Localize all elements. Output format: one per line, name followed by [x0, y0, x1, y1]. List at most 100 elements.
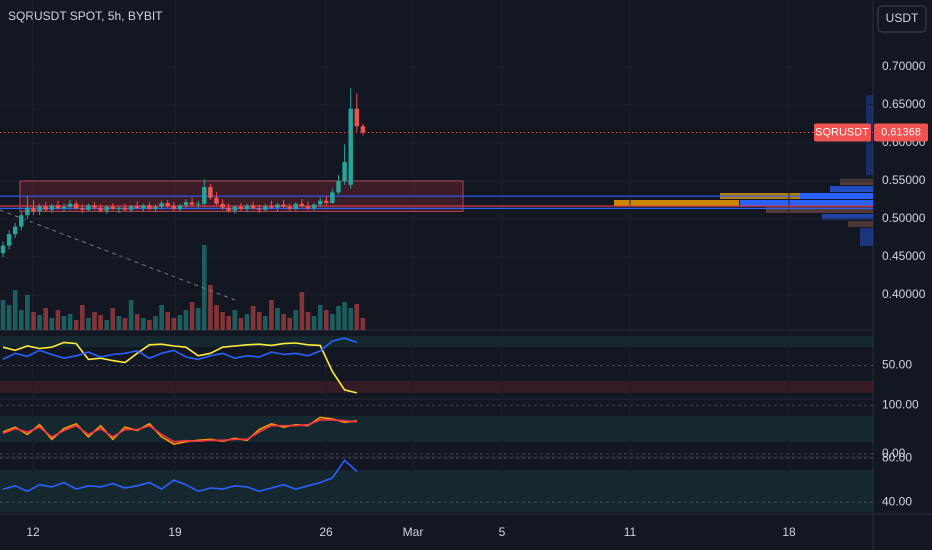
- candle-body: [37, 206, 42, 212]
- candle-body: [110, 206, 115, 210]
- volume-bar: [134, 314, 140, 330]
- candle-body: [116, 207, 122, 210]
- x-tick-label: 26: [319, 525, 333, 539]
- candle-body: [244, 205, 250, 210]
- candle-body: [336, 180, 341, 193]
- volume-bar: [275, 308, 280, 330]
- volume-bar: [0, 300, 6, 330]
- volume-bar: [55, 310, 61, 330]
- candle-body: [55, 205, 61, 209]
- band: [0, 470, 873, 512]
- candle-body: [43, 206, 48, 210]
- candle-body: [305, 206, 311, 209]
- volume-bar: [336, 306, 341, 330]
- candle-body: [147, 205, 152, 210]
- x-tick-label: 19: [168, 525, 182, 539]
- indicator-line: [2, 419, 357, 443]
- candle-body: [67, 203, 73, 207]
- indicator-line: [2, 337, 358, 361]
- candle-body: [360, 126, 366, 133]
- candle-body: [220, 203, 225, 208]
- volume-bar: [49, 318, 55, 330]
- volume-bar: [250, 306, 256, 330]
- volume-bar: [37, 315, 42, 330]
- candle-body: [171, 206, 176, 210]
- volume-bar: [189, 302, 195, 330]
- volume-bar: [195, 308, 201, 330]
- volume-bar: [263, 316, 268, 330]
- candle-body: [311, 204, 317, 209]
- candle-body: [13, 226, 18, 235]
- candle-body: [238, 206, 244, 210]
- candle-body: [141, 205, 146, 209]
- volume-bar: [311, 316, 317, 330]
- volume-bar: [61, 316, 67, 330]
- volume-bar: [6, 305, 12, 330]
- band: [0, 336, 873, 347]
- volume-bar: [348, 308, 353, 330]
- volume-bar: [330, 314, 335, 330]
- volume-bar: [256, 312, 262, 330]
- currency-button[interactable]: [877, 5, 927, 33]
- candle-body: [232, 206, 237, 211]
- last-price-label: 0.61368: [881, 126, 921, 138]
- symbol-tag: SQRUSDT: [815, 126, 869, 138]
- candle-body: [128, 206, 134, 210]
- y-tick-label: 0.70000: [882, 59, 926, 73]
- volume-bar: [128, 300, 134, 330]
- volume-bar: [147, 320, 152, 330]
- x-tick-label: 12: [26, 525, 40, 539]
- candle-body: [275, 204, 280, 208]
- profile-bar: [822, 214, 873, 220]
- volume-bar: [324, 310, 329, 330]
- volume-bar: [342, 302, 347, 330]
- candle-body: [80, 208, 85, 210]
- volume-bar: [208, 285, 213, 330]
- symbol-tag-bg: [814, 123, 871, 142]
- candle-body: [165, 203, 170, 207]
- candle-body: [293, 203, 298, 210]
- volume-bar: [12, 290, 18, 330]
- candle-body: [98, 207, 103, 211]
- volume-bar: [202, 245, 207, 330]
- indicator-tick-label: 100.00: [882, 397, 919, 411]
- volume-bar: [122, 318, 128, 330]
- profile-bar: [740, 200, 873, 206]
- candle-body: [226, 207, 231, 211]
- volume-bar: [360, 318, 366, 330]
- symbol-title: SQRUSDT SPOT, 5h, BYBIT: [8, 9, 163, 23]
- volume-bar: [25, 295, 30, 330]
- volume-bar: [67, 314, 73, 330]
- indicator-tick-label: 80.00: [882, 450, 912, 464]
- candle-body: [159, 203, 164, 207]
- volume-bar: [98, 315, 103, 330]
- candle-body: [196, 203, 201, 205]
- x-tick-label: 5: [499, 525, 506, 539]
- volume-bar: [232, 310, 238, 330]
- candle-body: [342, 161, 347, 181]
- candle-body: [208, 187, 213, 198]
- candle-body: [19, 215, 24, 227]
- indicator-tick-label: 0.00: [882, 446, 906, 460]
- candle-body: [202, 187, 207, 204]
- candle-body: [6, 234, 12, 246]
- last-price-bg: [874, 123, 928, 142]
- volume-bar: [177, 315, 183, 330]
- candle-body: [86, 205, 91, 210]
- candle-body: [330, 192, 335, 204]
- volume-bar: [354, 304, 360, 330]
- indicator-tick-label: 50.00: [882, 358, 912, 372]
- profile-bar: [860, 228, 873, 246]
- volume-bar: [43, 308, 48, 330]
- volume-bar: [104, 320, 109, 330]
- volume-bar: [116, 316, 122, 330]
- candle-body: [74, 203, 79, 209]
- profile-bar: [830, 186, 873, 192]
- volume-bar: [92, 312, 97, 330]
- profile-bar: [848, 221, 873, 227]
- currency-label[interactable]: USDT: [886, 11, 919, 25]
- volume-bar: [19, 310, 24, 330]
- volume-bar: [238, 318, 244, 330]
